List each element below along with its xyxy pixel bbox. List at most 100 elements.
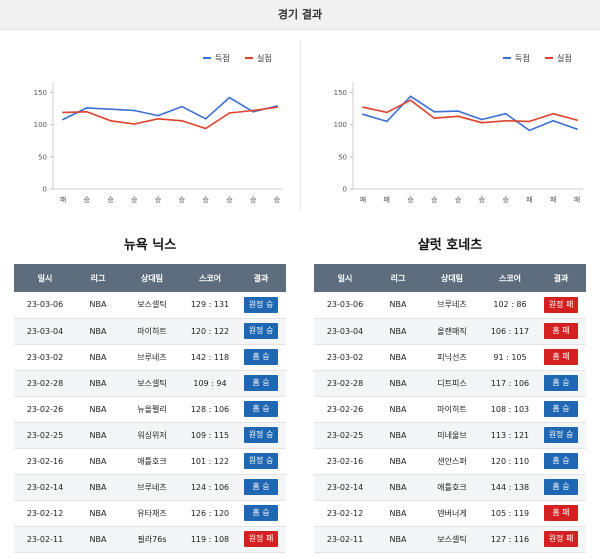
cell-opponent: 마이히트 [420, 396, 484, 423]
knicks-results-table: 일시 리그 상대팀 스코어 결과 23-03-06 NBA 보스셀틱 129 : 13… [14, 264, 286, 553]
cell-league: NBA [76, 396, 120, 423]
x-tick-label: 패 [60, 195, 66, 204]
point-scored [433, 110, 436, 113]
x-tick-label: 패 [550, 195, 556, 204]
chart-divider [300, 40, 301, 210]
table-row: 23-02-26 NBA 마이히트 108 : 103 홈 승 [314, 396, 586, 423]
cell-score: 108 : 103 [484, 396, 536, 423]
x-tick-label: 승 [431, 196, 438, 204]
team-title-knicks: 뉴욕 닉스 [123, 238, 177, 253]
cell-score: 91 : 105 [484, 344, 536, 371]
header-result: 결과 [236, 264, 286, 292]
header-score: 스코어 [484, 264, 536, 292]
cell-league: NBA [76, 370, 120, 397]
point-scored [133, 109, 136, 112]
result-badge: 홈 승 [544, 479, 578, 495]
header-league: 리그 [376, 264, 420, 292]
result-badge: 홈 승 [544, 453, 578, 469]
legend-item: 득점 [203, 53, 230, 63]
cell-score: 106 : 117 [484, 318, 536, 345]
result-badge: 홈 패 [544, 349, 578, 365]
cell-league: NBA [76, 500, 120, 527]
point-scored [409, 95, 412, 98]
point-scored [480, 118, 483, 121]
point-conceded [276, 106, 278, 109]
point-conceded [480, 121, 483, 124]
point-conceded [385, 111, 388, 114]
series-line-conceded [62, 106, 278, 130]
point-conceded [433, 117, 436, 120]
cell-league: NBA [76, 318, 120, 345]
hornets-results-table: 일시 리그 상대팀 스코어 결과 23-03-06 NBA 브루네츠 102 : 86… [314, 264, 586, 553]
table-row: 23-02-11 NBA 필라76s 119 : 108 원정 패 [14, 526, 286, 553]
table-row: 23-02-16 NBA 애틀호크 101 : 122 원정 승 [14, 448, 286, 475]
cell-date: 23-03-06 [314, 292, 376, 319]
legend-label: 득점 [215, 53, 230, 63]
cell-date: 23-03-04 [14, 318, 76, 345]
cell-result: 원정 승 [236, 422, 286, 449]
cell-opponent: 샌안스퍼 [420, 448, 484, 475]
cell-date: 23-02-25 [314, 422, 376, 449]
point-conceded [204, 127, 207, 130]
point-conceded [85, 110, 88, 113]
result-badge: 원정 승 [544, 427, 578, 443]
cell-result: 원정 승 [236, 292, 286, 319]
y-tick-label: 150 [34, 89, 47, 97]
cell-opponent: 애틀호크 [120, 448, 184, 475]
cell-result: 홈 승 [236, 396, 286, 423]
table-row: 23-02-25 NBA 워싱위저 109 : 115 원정 승 [14, 422, 286, 449]
cell-date: 23-02-14 [14, 474, 76, 501]
table-row: 23-02-12 NBA 유타재즈 126 : 120 홈 승 [14, 500, 286, 527]
cell-league: NBA [376, 318, 420, 345]
cell-score: 120 : 122 [184, 318, 236, 345]
cell-league: NBA [376, 526, 420, 553]
cell-league: NBA [376, 370, 420, 397]
cell-date: 23-02-12 [314, 500, 376, 527]
point-conceded [133, 123, 136, 125]
point-conceded [552, 112, 555, 115]
hornets-chart: 득점 실점 0 50 100 150 패 패 승 승 승 승 승 패 패 패 [305, 40, 595, 220]
cell-result: 홈 패 [536, 318, 586, 345]
cell-date: 23-03-06 [14, 292, 76, 319]
y-tick-label: 100 [34, 121, 47, 129]
cell-opponent: 뉴올펠리 [120, 396, 184, 423]
cell-league: NBA [76, 422, 120, 449]
x-tick-label: 승 [455, 196, 462, 204]
result-badge: 원정 패 [544, 296, 578, 313]
table-row: 23-03-04 NBA 올랜매직 106 : 117 홈 패 [314, 318, 586, 345]
x-tick-label: 승 [274, 196, 281, 204]
cell-league: NBA [76, 292, 120, 319]
header-date: 일시 [314, 264, 376, 292]
cell-result: 원정 승 [236, 318, 286, 345]
result-badge: 원정 승 [244, 427, 278, 443]
legend-label: 실점 [557, 53, 572, 63]
cell-date: 23-02-12 [14, 500, 76, 527]
result-badge: 홈 승 [244, 479, 278, 495]
cell-result: 홈 승 [536, 474, 586, 501]
header-opponent: 상대팀 [420, 264, 484, 292]
cell-result: 홈 승 [236, 500, 286, 527]
legend-item: 실점 [545, 53, 572, 63]
x-tick-label: 승 [107, 196, 114, 204]
cell-result: 홈 승 [536, 396, 586, 423]
cell-opponent: 워싱위저 [120, 422, 184, 449]
result-badge: 홈 패 [544, 323, 578, 339]
cell-date: 23-02-16 [14, 448, 76, 475]
cell-date: 23-03-02 [14, 344, 76, 371]
x-tick-label: 승 [502, 196, 509, 204]
table-header-row: 일시 리그 상대팀 스코어 결과 [14, 264, 286, 292]
point-conceded [362, 106, 364, 109]
page-title: 경기 결과 [277, 8, 323, 21]
table-row: 23-03-06 NBA 브루네츠 102 : 86 원정 패 [314, 292, 586, 319]
table-row: 23-03-02 NBA 브루네츠 142 : 118 홈 승 [14, 344, 286, 371]
cell-league: NBA [376, 422, 420, 449]
y-tick-label: 100 [334, 121, 347, 129]
cell-score: 119 : 108 [184, 526, 236, 553]
x-tick-label: 승 [202, 196, 209, 204]
result-badge: 홈 승 [244, 375, 278, 391]
cell-league: NBA [376, 396, 420, 423]
cell-result: 홈 승 [236, 344, 286, 371]
cell-score: 129 : 131 [184, 292, 236, 319]
x-tick-label: 패 [384, 195, 390, 204]
cell-opponent: 브루네츠 [120, 344, 184, 371]
